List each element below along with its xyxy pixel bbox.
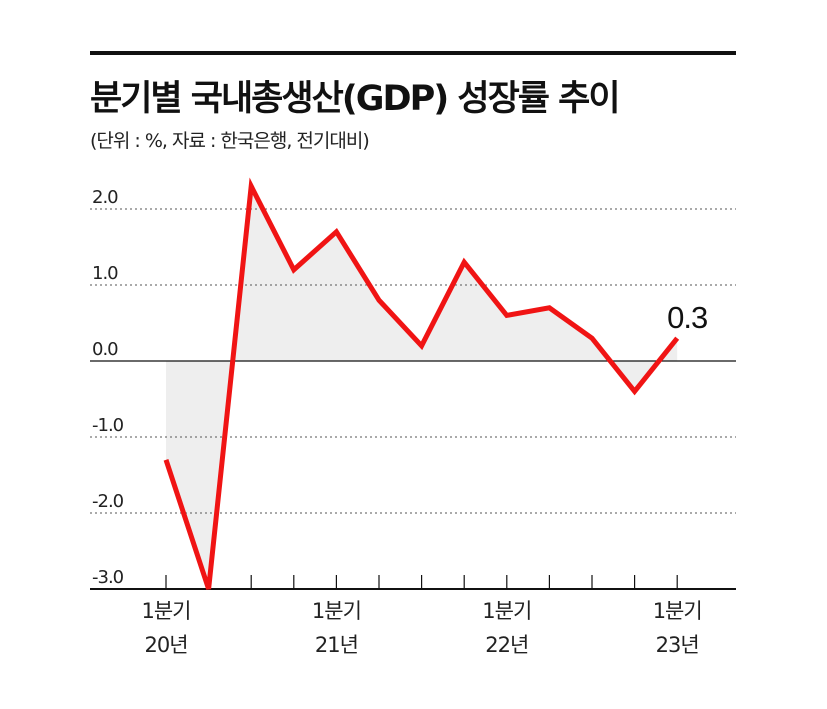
page-title: 분기별 국내총생산(GDP) 성장률 추이 [90, 79, 621, 119]
y-tick-label: -3.0 [92, 567, 124, 588]
y-tick-label: -1.0 [92, 415, 124, 436]
end-value-label: 0.3 [667, 300, 707, 335]
x-category-year: 21년 [315, 633, 358, 657]
top-rule [90, 51, 736, 55]
y-tick-label: 1.0 [92, 263, 118, 284]
x-category-label: 1분기 [653, 599, 702, 623]
x-category-year: 22년 [485, 633, 528, 657]
x-category-label: 1분기 [312, 599, 361, 623]
area-fill [166, 186, 678, 589]
chart-subtitle: (단위 : %, 자료 : 한국은행, 전기대비) [90, 130, 370, 152]
x-category-label: 1분기 [141, 599, 190, 623]
y-tick-label: 2.0 [92, 187, 118, 208]
x-category-year: 23년 [656, 633, 699, 657]
y-tick-label: -2.0 [92, 491, 124, 512]
series-line [163, 177, 680, 590]
x-category-year: 20년 [144, 633, 187, 657]
x-category-label: 1분기 [482, 599, 531, 623]
y-tick-label: 0.0 [92, 339, 118, 360]
